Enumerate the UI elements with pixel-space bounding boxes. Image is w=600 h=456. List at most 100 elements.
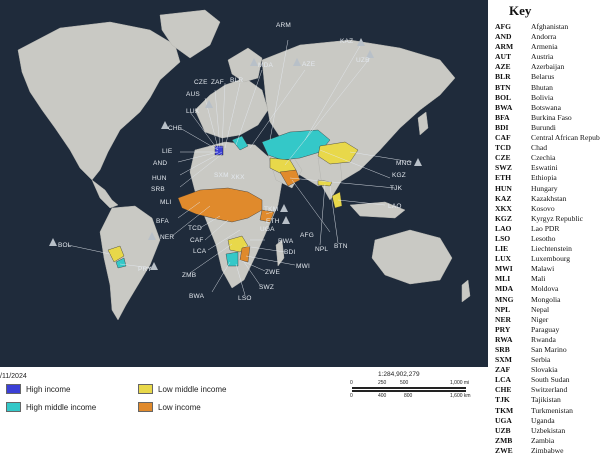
- key-entry-code: LUX: [495, 254, 512, 264]
- central-america-land: [91, 179, 119, 209]
- laos-region: [331, 191, 343, 209]
- key-entry: KGZ Kyrgyz Republic: [495, 214, 600, 224]
- legend-swatch-high-income: [6, 384, 21, 394]
- key-entry-code: BTN: [495, 82, 511, 92]
- europe-high-income-region: [214, 145, 224, 156]
- key-entry-code: ZWE: [495, 445, 513, 455]
- key-entry-name: Malawi: [531, 264, 555, 274]
- kaz-marker-icon: [357, 38, 365, 46]
- mda-marker-icon: [250, 58, 258, 66]
- label-bdi: BDI: [284, 249, 296, 256]
- key-entry-code: HUN: [495, 183, 512, 193]
- key-entry-code: CZE: [495, 153, 511, 163]
- key-entry-name: Chad: [531, 143, 548, 153]
- ner-marker-icon: [148, 232, 156, 240]
- key-entry-code: MDA: [495, 284, 514, 294]
- key-entry-code: MWI: [495, 264, 513, 274]
- key-entry: LSO Lesotho: [495, 234, 600, 244]
- key-entry-name: Botswana: [531, 102, 561, 112]
- key-entry: CAF Central African Republ: [495, 133, 600, 143]
- japan-land: [417, 111, 429, 136]
- key-entry-code: UZB: [495, 425, 511, 435]
- label-caf: CAF: [190, 237, 204, 244]
- eth-marker-icon: [282, 216, 290, 224]
- australia-land: [371, 229, 453, 285]
- legend-label-high-middle-income: High middle income: [26, 402, 97, 412]
- key-entry-code: SWZ: [495, 163, 512, 173]
- key-entry: LUX Luxembourg: [495, 254, 600, 264]
- label-bwa: BWA: [189, 293, 205, 300]
- label-ner: NER: [160, 234, 175, 241]
- north-america-land: [17, 21, 181, 181]
- key-entry-name: Luxembourg: [531, 254, 571, 264]
- key-entry-code: XKX: [495, 203, 512, 213]
- key-entry-code: AND: [495, 32, 512, 42]
- key-entry-code: ETH: [495, 173, 512, 183]
- label-lso: LSO: [238, 295, 252, 302]
- key-entry: AUT Austria: [495, 52, 600, 62]
- label-hun: HUN: [152, 175, 167, 182]
- key-entry: UGA Uganda: [495, 416, 600, 426]
- tkm-marker-icon: [280, 204, 288, 212]
- key-entry: TCD Chad: [495, 143, 600, 153]
- key-entry-code: TCD: [495, 143, 512, 153]
- aze-marker-icon: [293, 58, 301, 66]
- key-entry: ETH Ethiopia: [495, 173, 600, 183]
- key-entry-code: BOL: [495, 92, 512, 102]
- key-panel: Key AFG Afghanistan AND Andorra ARM Armenia AU…: [495, 0, 600, 455]
- key-entry-code: AUT: [495, 52, 512, 62]
- key-entry-name: Kyrgyz Republic: [531, 213, 583, 223]
- key-entry-name: Belarus: [531, 72, 555, 82]
- legend-label-high-income: High income: [26, 384, 71, 394]
- key-entry: AND Andorra: [495, 32, 600, 42]
- key-entry-name: Niger: [531, 314, 549, 324]
- key-entry-name: Uganda: [531, 415, 555, 425]
- key-entry: SWZ Eswatini: [495, 163, 600, 173]
- key-entry-name: Austria: [531, 52, 554, 62]
- label-blr: BLR: [230, 77, 244, 84]
- key-entry: BLR Belarus: [495, 72, 600, 82]
- label-lca: LCA: [193, 248, 207, 255]
- key-entry-code: BWA: [495, 102, 513, 112]
- key-entry: ARM Armenia: [495, 42, 600, 52]
- key-entry-code: BDI: [495, 122, 509, 132]
- key-entry: MDA Moldova: [495, 284, 600, 294]
- key-entry: ZMB Zambia: [495, 436, 600, 446]
- key-entry-code: BFA: [495, 112, 510, 122]
- indonesia-land: [349, 201, 406, 219]
- scale-km-tick: 1,600 km: [450, 393, 471, 399]
- key-entry-code: LCA: [495, 375, 512, 385]
- key-entry: MWI Malawi: [495, 264, 600, 274]
- key-entry-code: CAF: [495, 133, 511, 143]
- key-entry-name: Czechia: [531, 153, 556, 163]
- key-entry-name: Lesotho: [531, 233, 556, 243]
- key-entry-code: LIE: [495, 244, 509, 254]
- key-entry: PRY Paraguay: [495, 325, 600, 335]
- label-bfa: BFA: [156, 218, 169, 225]
- label-tjk: TJK: [390, 185, 403, 192]
- label-che: CHE: [168, 125, 183, 132]
- label-kgz: KGZ: [392, 172, 406, 179]
- label-btn: BTN: [334, 243, 348, 250]
- che-marker-icon: [161, 121, 169, 129]
- label-pry: PRY: [138, 266, 152, 273]
- key-entry: UZB Uzbekistan: [495, 426, 600, 436]
- scale-km-tick: 0: [350, 393, 353, 399]
- key-entry: AZE Azerbaijan: [495, 62, 600, 72]
- leader-lines: [67, 39, 413, 296]
- key-entry-name: Andorra: [531, 32, 557, 42]
- scale-mi-tick: 0: [350, 380, 353, 386]
- key-entry-code: NPL: [495, 304, 511, 314]
- greenland-land: [159, 9, 221, 59]
- key-entry-name: Bolivia: [531, 92, 554, 102]
- key-entry-name: Burkina Faso: [531, 112, 572, 122]
- key-entry-name: Afghanistan: [531, 22, 569, 31]
- key-entry-code: MNG: [495, 294, 514, 304]
- key-entry-code: LAO: [495, 223, 512, 233]
- key-entry-name: Kosovo: [531, 203, 555, 213]
- scale-mi-tick: 1,000 mi: [450, 380, 470, 386]
- key-entry: BWA Botswana: [495, 103, 600, 113]
- label-cze: CZE: [194, 79, 208, 86]
- label-srb: SRB: [151, 186, 165, 193]
- madagascar-land: [275, 239, 285, 267]
